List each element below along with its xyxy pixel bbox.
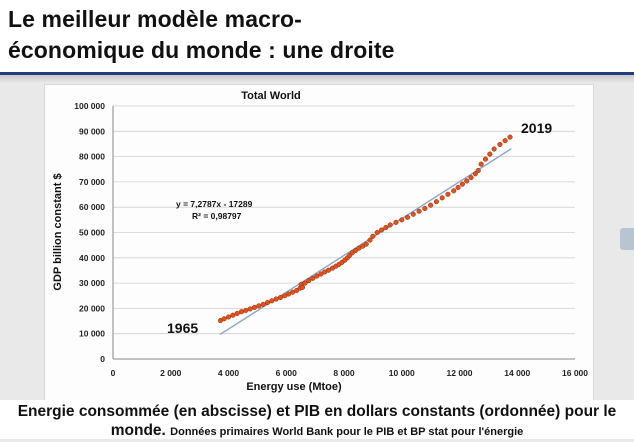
side-panel-tab[interactable] [620,228,634,250]
y-tick-label: 30 000 [79,278,105,288]
y-tick-label: 50 000 [79,228,105,238]
start-year-label: 1965 [167,320,198,336]
data-point [487,151,493,157]
data-point [464,178,470,184]
caption-source: Données primaires World Bank pour le PIB… [170,426,524,438]
caption-line-1: Energie consommée (en abscisse) et PIB e… [17,403,617,420]
data-point [455,184,461,191]
data-point [325,267,331,273]
data-point [314,273,320,279]
data-point [251,304,258,310]
y-tick-label: 80 000 [79,152,105,162]
chart-panel [44,84,594,404]
data-point [264,300,271,306]
chart-axes: 0 10 000 20 000 30 000 40 000 50 000 60 000 70 … [74,101,588,378]
data-point [367,237,373,243]
data-point [422,205,428,212]
y-tick-label: 40 000 [79,253,105,263]
data-point [393,219,399,225]
caption-line-2: monde. Données primaires World Bank pour… [0,421,634,442]
chart-grid [113,105,575,335]
data-point [445,191,451,197]
data-point [451,188,457,194]
data-point [374,229,380,236]
data-points [217,134,513,324]
data-point [221,316,227,322]
data-point [468,175,474,181]
x-tick-label: 14 000 [504,368,530,378]
y-axis-label: GDP billion constant $ [52,173,64,290]
data-point [370,233,376,239]
x-tick-label: 4 000 [218,368,240,378]
y-tick-label: 70 000 [79,177,105,187]
r-squared-label: R² = 0,98797 [192,211,242,221]
data-point [387,222,393,228]
slide-title-area: Le meilleur modèle macro- économique du … [0,0,634,74]
x-tick-label: 10 000 [389,368,415,378]
slide-caption: Energie consommée (en abscisse) et PIB e… [0,400,634,439]
data-point [472,171,478,177]
data-point [478,161,484,167]
data-point [256,303,262,309]
data-point [459,181,465,187]
y-tick-label: 100 000 [74,101,105,111]
data-point [277,294,284,301]
header-shadow [0,75,634,83]
data-point [404,214,411,220]
data-point [439,195,445,201]
data-point [234,310,240,317]
chart-title: Total World [241,90,300,102]
data-point [502,138,508,144]
slide-title-line-2: économique du monde : une droite [8,37,395,63]
x-tick-label: 6 000 [276,368,298,378]
end-year-label: 2019 [521,120,552,136]
data-point [475,167,481,174]
data-point [269,298,275,304]
x-tick-label: 2 000 [160,368,182,378]
data-point [260,301,266,307]
data-point [247,306,253,312]
x-tick-label: 0 [111,368,116,378]
data-point [353,247,359,254]
data-point [273,296,279,302]
data-point [416,208,422,214]
data-point [230,312,236,318]
data-point [299,284,305,290]
data-point [428,202,434,208]
data-point [302,280,308,286]
data-point [399,217,405,223]
y-tick-label: 0 [100,354,105,364]
y-tick-label: 60 000 [79,202,105,212]
data-point [363,241,369,247]
data-point [306,278,312,284]
data-point [310,275,316,281]
data-point [225,314,232,320]
data-point [497,141,503,148]
data-point [243,307,249,313]
data-point [491,146,497,152]
data-point [294,287,300,293]
slide-title-line-1: Le meilleur modèle macro- [8,6,302,32]
data-point [383,224,389,230]
x-tick-label: 8 000 [333,368,355,378]
x-axis-label: Energy use (Mtoe) [246,381,342,393]
x-tick-label: 16 000 [562,368,588,378]
equation-label: y = 7,2787x - 17289 [176,199,253,209]
data-point [482,156,489,162]
data-point [433,199,439,205]
scatter-chart: 0 10 000 20 000 30 000 40 000 50 000 60 000 70 … [52,90,588,393]
caption-main-end: monde. [110,422,166,439]
data-point [507,134,513,140]
title-divider [0,72,634,75]
data-point [238,309,245,315]
y-tick-label: 10 000 [79,329,105,339]
data-point [410,211,416,217]
data-point [378,227,385,233]
y-tick-label: 20 000 [79,303,105,313]
x-tick-label: 12 000 [447,368,473,378]
y-tick-label: 90 000 [79,126,105,136]
